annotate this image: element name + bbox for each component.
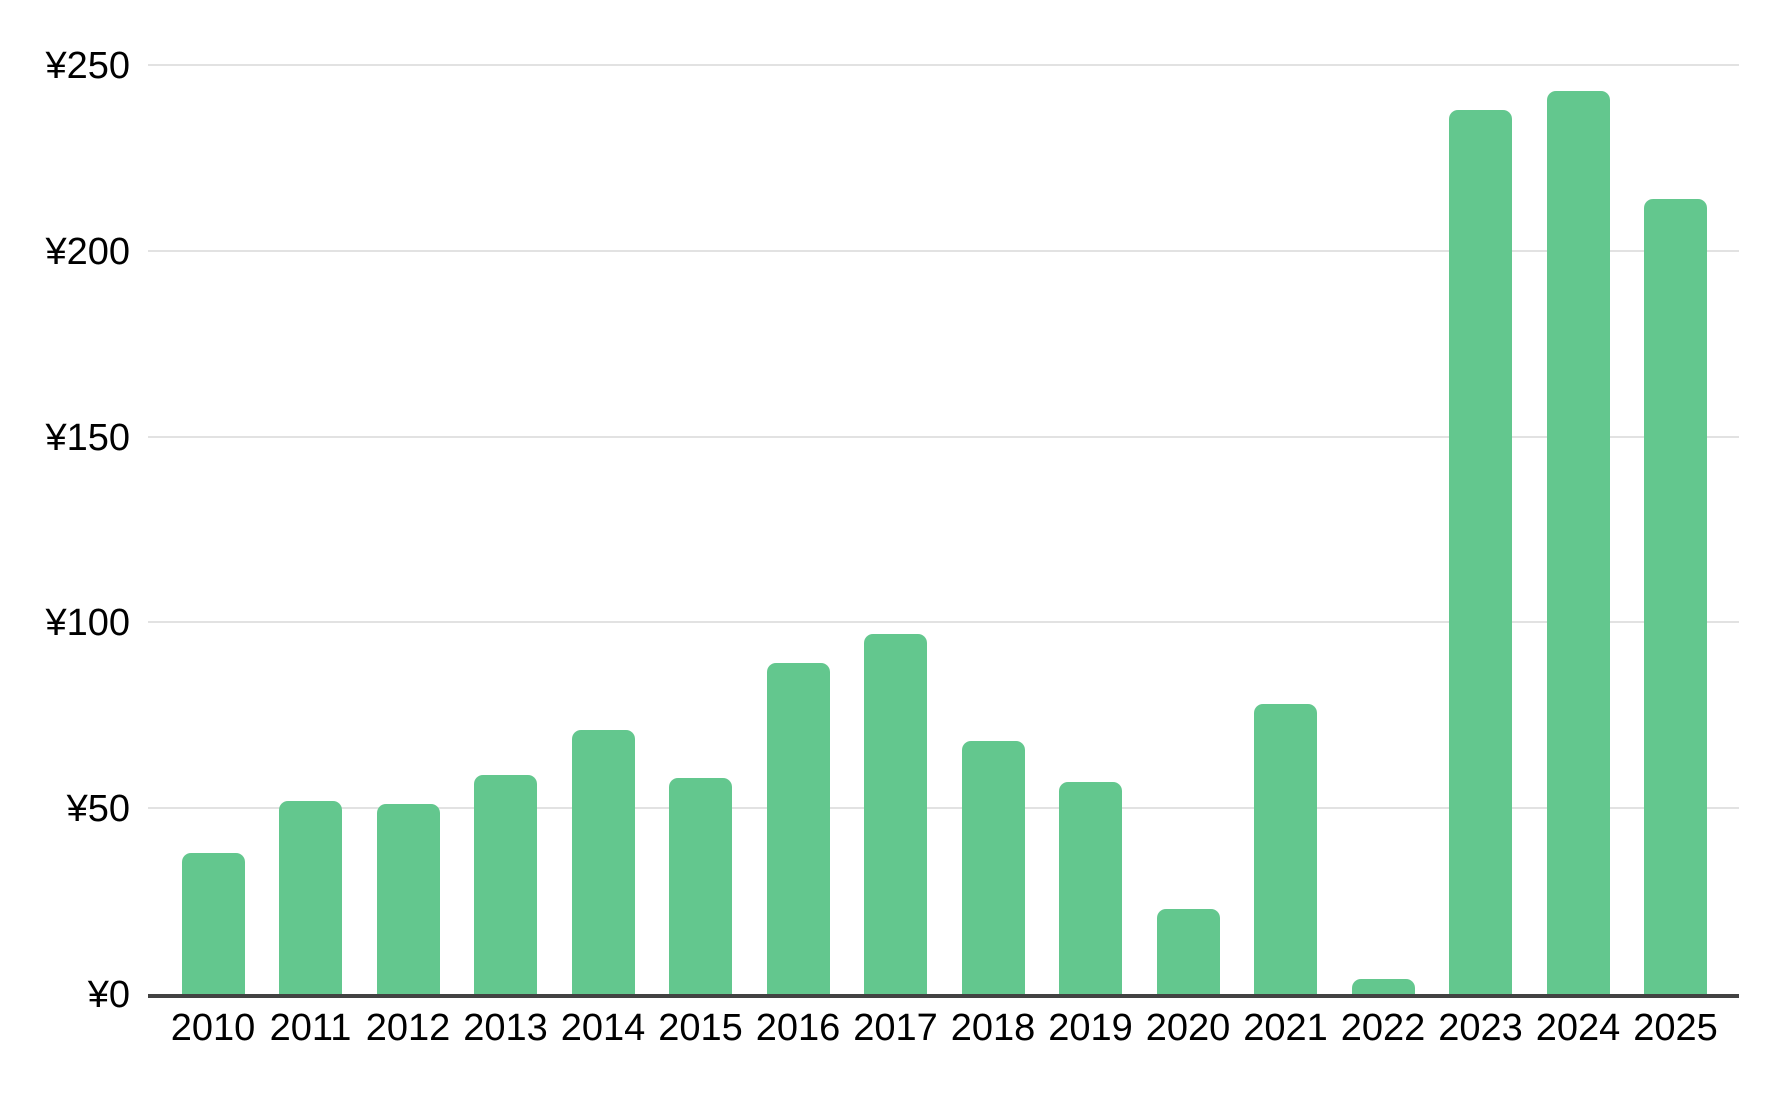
gridline-250 — [148, 64, 1739, 66]
bar-2019 — [1059, 782, 1122, 994]
x-axis-label-2025: 2025 — [1633, 1007, 1718, 1049]
bar-2013 — [474, 774, 537, 994]
gridline-50 — [148, 807, 1739, 810]
x-axis-label-2024: 2024 — [1535, 1007, 1621, 1049]
bar-2014 — [571, 730, 635, 994]
x-axis-line — [148, 994, 1739, 998]
bar-2011 — [279, 800, 342, 994]
x-axis-label-2018: 2018 — [950, 1007, 1036, 1049]
x-axis-label-2021: 2021 — [1243, 1007, 1328, 1049]
x-axis-label-2020: 2020 — [1145, 1007, 1231, 1049]
gridline-100 — [148, 621, 1739, 624]
y-axis-label-150: ¥150 — [45, 416, 130, 459]
x-axis-label-2022: 2022 — [1340, 1007, 1426, 1049]
bar-2016 — [766, 663, 830, 994]
bar-2018 — [961, 741, 1025, 994]
x-axis-label-2010: 2010 — [170, 1007, 256, 1049]
gridline-200 — [148, 249, 1739, 252]
y-axis-label-100: ¥100 — [45, 602, 130, 645]
x-axis-label-2013: 2013 — [463, 1007, 548, 1049]
y-axis-label-250: ¥250 — [45, 45, 130, 87]
x-axis-label-2014: 2014 — [560, 1007, 646, 1049]
gridline-150 — [148, 435, 1739, 438]
x-axis-label-2017: 2017 — [853, 1007, 938, 1049]
bar-2010 — [181, 852, 245, 994]
bar-2021 — [1254, 704, 1317, 994]
x-axis-label-2012: 2012 — [365, 1007, 451, 1049]
bar-2020 — [1156, 908, 1220, 994]
x-axis-label-2019: 2019 — [1048, 1007, 1133, 1049]
x-axis-label-2023: 2023 — [1438, 1007, 1523, 1049]
bar-2023 — [1449, 109, 1512, 994]
bar-2022 — [1351, 979, 1415, 994]
y-axis-label-0: ¥0 — [87, 974, 130, 1016]
y-axis-label-200: ¥200 — [45, 230, 130, 273]
y-axis-label-50: ¥50 — [66, 788, 130, 831]
bar-2024 — [1546, 91, 1610, 994]
x-axis-label-2015: 2015 — [658, 1007, 743, 1049]
x-axis-label-2011: 2011 — [269, 1007, 352, 1049]
x-axis-label-2016: 2016 — [755, 1007, 841, 1049]
bar-2017 — [864, 633, 927, 994]
bar-2025 — [1644, 198, 1707, 994]
bar-2012 — [376, 804, 440, 994]
bar-2015 — [669, 778, 732, 994]
